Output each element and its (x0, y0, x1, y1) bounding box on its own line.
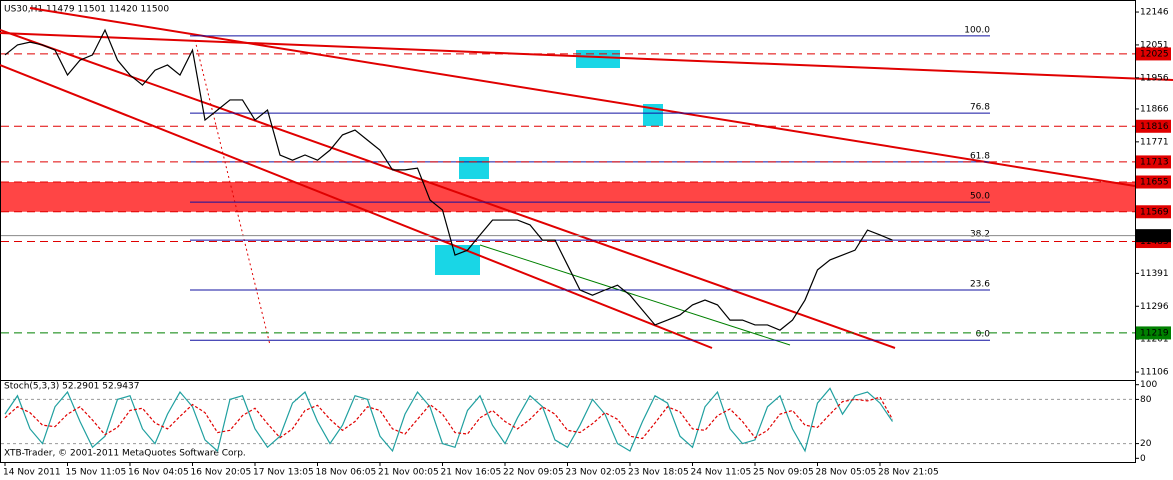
y-tick-label: 11296 (1140, 302, 1169, 312)
series-line (4, 387, 893, 453)
x-tick-label: 28 Nov 05:05 (816, 468, 877, 478)
x-tick-label: 14 Nov 2011 (3, 468, 61, 478)
x-tick-label: 22 Nov 09:05 (503, 468, 564, 478)
series-line (4, 28, 893, 331)
level-label: 11219 (1140, 328, 1169, 338)
y-tick-label: 0 (1140, 454, 1146, 464)
x-tick-label: 18 Nov 06:05 (316, 468, 377, 478)
trend-line (194, 39, 271, 346)
fib-label: 23.6 (970, 280, 990, 290)
fib-label: 76.8 (970, 103, 990, 113)
x-tick-label: 23 Nov 18:05 (628, 468, 689, 478)
trend-line (29, 7, 1136, 187)
trend-line (0, 64, 713, 349)
highlight-box (576, 50, 620, 68)
level-badge (1136, 326, 1171, 340)
level-label: 12025 (1140, 49, 1169, 59)
x-tick-label: 28 Nov 21:05 (878, 468, 939, 478)
highlight-box (459, 157, 489, 179)
trend-line (479, 244, 791, 346)
fib-label: 61.8 (970, 151, 990, 161)
series-line (4, 396, 894, 440)
indicator-title: Stoch(5,3,3) 52.2901 52.9437 (4, 382, 139, 392)
y-tick-label: 100 (1140, 380, 1157, 390)
trend-line (0, 29, 896, 349)
x-tick-label: 23 Nov 02:05 (566, 468, 627, 478)
y-tick-label: 20 (1140, 439, 1152, 449)
level-label: 11816 (1140, 122, 1169, 132)
x-tick-label: 25 Nov 09:05 (753, 468, 814, 478)
level-badge (1136, 155, 1171, 169)
level-label: 11655 (1140, 178, 1169, 188)
chart-title: US30,H1 11479 11501 11420 11500 (4, 5, 169, 15)
fib-label: 0.0 (976, 330, 991, 340)
x-tick-label: 15 Nov 11:05 (66, 468, 127, 478)
y-tick-label: 11771 (1140, 137, 1169, 147)
x-tick-label: 16 Nov 04:05 (128, 468, 189, 478)
x-tick-label: 16 Nov 20:05 (191, 468, 252, 478)
level-label: 11713 (1140, 157, 1169, 167)
y-tick-label: 12051 (1140, 40, 1169, 50)
x-tick-label: 24 Nov 11:05 (691, 468, 752, 478)
y-tick-label: 11391 (1140, 269, 1169, 279)
x-tick-label: 17 Nov 13:05 (253, 468, 314, 478)
level-badge (1136, 229, 1171, 243)
level-badge (1136, 175, 1171, 189)
y-tick-label: 11201 (1140, 335, 1169, 345)
y-tick-label: 11106 (1140, 368, 1169, 378)
y-tick-label: 11956 (1140, 73, 1169, 83)
fib-label: 38.2 (970, 230, 990, 240)
level-badge (1136, 205, 1171, 219)
y-tick-label: 11866 (1140, 104, 1169, 114)
y-tick-label: 12146 (1140, 8, 1169, 18)
drawings (435, 50, 663, 275)
level-label: 11569 (1140, 207, 1169, 217)
fib-label: 100.0 (964, 25, 990, 35)
x-tick-label: 21 Nov 00:05 (378, 468, 439, 478)
level-badge (1136, 119, 1171, 133)
fib-label: 50.0 (970, 192, 990, 202)
y-tick-label: 80 (1140, 395, 1152, 405)
watermark: XTB-Trader, © 2001-2011 MetaQuotes Softw… (4, 449, 246, 459)
resistance-zone (1, 182, 1135, 212)
level-label: 11500 (1140, 231, 1169, 241)
level-badge (1136, 47, 1171, 61)
highlight-box (435, 245, 480, 275)
x-tick-label: 21 Nov 16:05 (441, 468, 502, 478)
